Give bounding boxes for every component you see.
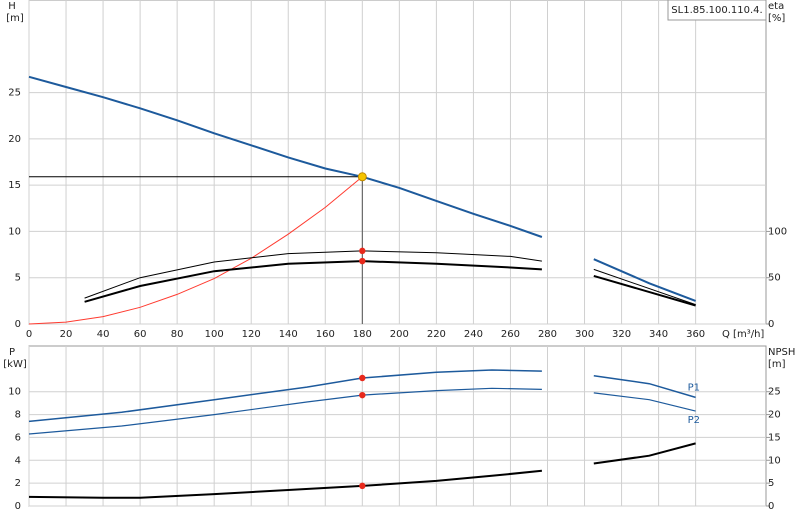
operating-marker xyxy=(359,257,366,265)
series-line xyxy=(28,75,696,302)
x-tick-label: 320 xyxy=(612,329,631,340)
y-tick-label: 6 xyxy=(15,432,21,443)
series-label: P2 xyxy=(688,415,700,426)
operating-marker xyxy=(359,374,366,382)
x-tick-label: 20 xyxy=(60,329,73,340)
series-line xyxy=(84,260,696,307)
operating-marker xyxy=(359,482,366,490)
y-axis-label: P xyxy=(9,347,15,358)
x-tick-label: 360 xyxy=(686,329,705,340)
y-tick-label: 8 xyxy=(15,410,21,421)
x-tick-label: 180 xyxy=(353,329,372,340)
duty-point xyxy=(357,172,367,182)
plot-frame xyxy=(28,345,767,507)
y-tick-label: 0 xyxy=(15,319,21,330)
x-tick-label: 40 xyxy=(97,329,110,340)
y-tick-label: 10 xyxy=(8,387,21,398)
series-line xyxy=(28,176,363,325)
y2-axis-label: eta xyxy=(768,1,784,12)
y-tick-label: 4 xyxy=(15,455,21,466)
y-tick-label: 0 xyxy=(15,501,21,512)
y-axis-unit: [m] xyxy=(6,13,24,24)
y2-tick-label: 5 xyxy=(768,478,774,489)
x-tick-label: 240 xyxy=(464,329,483,340)
y-axis-label: H xyxy=(8,1,16,12)
series-label: P1 xyxy=(688,382,700,393)
x-tick-label: 60 xyxy=(134,329,147,340)
y-tick-label: 10 xyxy=(8,226,21,237)
y2-tick-label: 15 xyxy=(768,432,781,443)
y2-tick-label: 10 xyxy=(768,455,781,466)
x-tick-label: 140 xyxy=(279,329,298,340)
title-box xyxy=(667,0,767,21)
plot-frame xyxy=(28,0,767,325)
y2-tick-label: 20 xyxy=(768,410,781,421)
series-line xyxy=(28,442,696,499)
y-tick-label: 5 xyxy=(15,273,21,284)
series-line xyxy=(28,387,696,435)
series-line xyxy=(84,250,696,306)
x-tick-label: 100 xyxy=(205,329,224,340)
x-tick-label: 160 xyxy=(316,329,335,340)
y2-tick-label: 50 xyxy=(768,273,781,284)
series-line xyxy=(28,369,696,423)
x-tick-label: 120 xyxy=(242,329,261,340)
x-tick-label: 280 xyxy=(538,329,557,340)
y-tick-label: 15 xyxy=(8,180,21,191)
x-tick-label: 340 xyxy=(649,329,668,340)
y2-tick-label: 100 xyxy=(768,226,787,237)
y-tick-label: 20 xyxy=(8,134,21,145)
x-tick-label: 0 xyxy=(26,329,32,340)
y2-axis-label: NPSH xyxy=(768,347,795,358)
operating-marker xyxy=(359,391,366,399)
y2-tick-label: 25 xyxy=(768,387,781,398)
y-tick-label: 25 xyxy=(8,88,21,99)
x-tick-label: 200 xyxy=(390,329,409,340)
x-axis-label: Q [m³/h] xyxy=(722,329,764,340)
y-tick-label: 2 xyxy=(15,478,21,489)
operating-marker xyxy=(359,247,366,255)
y2-axis-unit: [%] xyxy=(768,13,785,24)
x-tick-label: 260 xyxy=(501,329,520,340)
x-tick-label: 220 xyxy=(427,329,446,340)
y2-tick-label: 0 xyxy=(768,501,774,512)
x-tick-label: 80 xyxy=(171,329,184,340)
chart-title: SL1.85.100.110.4. xyxy=(671,5,762,16)
y2-axis-unit: [m] xyxy=(768,359,786,370)
x-tick-label: 300 xyxy=(575,329,594,340)
y2-tick-label: 0 xyxy=(768,319,774,330)
y-axis-unit: [kW] xyxy=(3,359,27,370)
